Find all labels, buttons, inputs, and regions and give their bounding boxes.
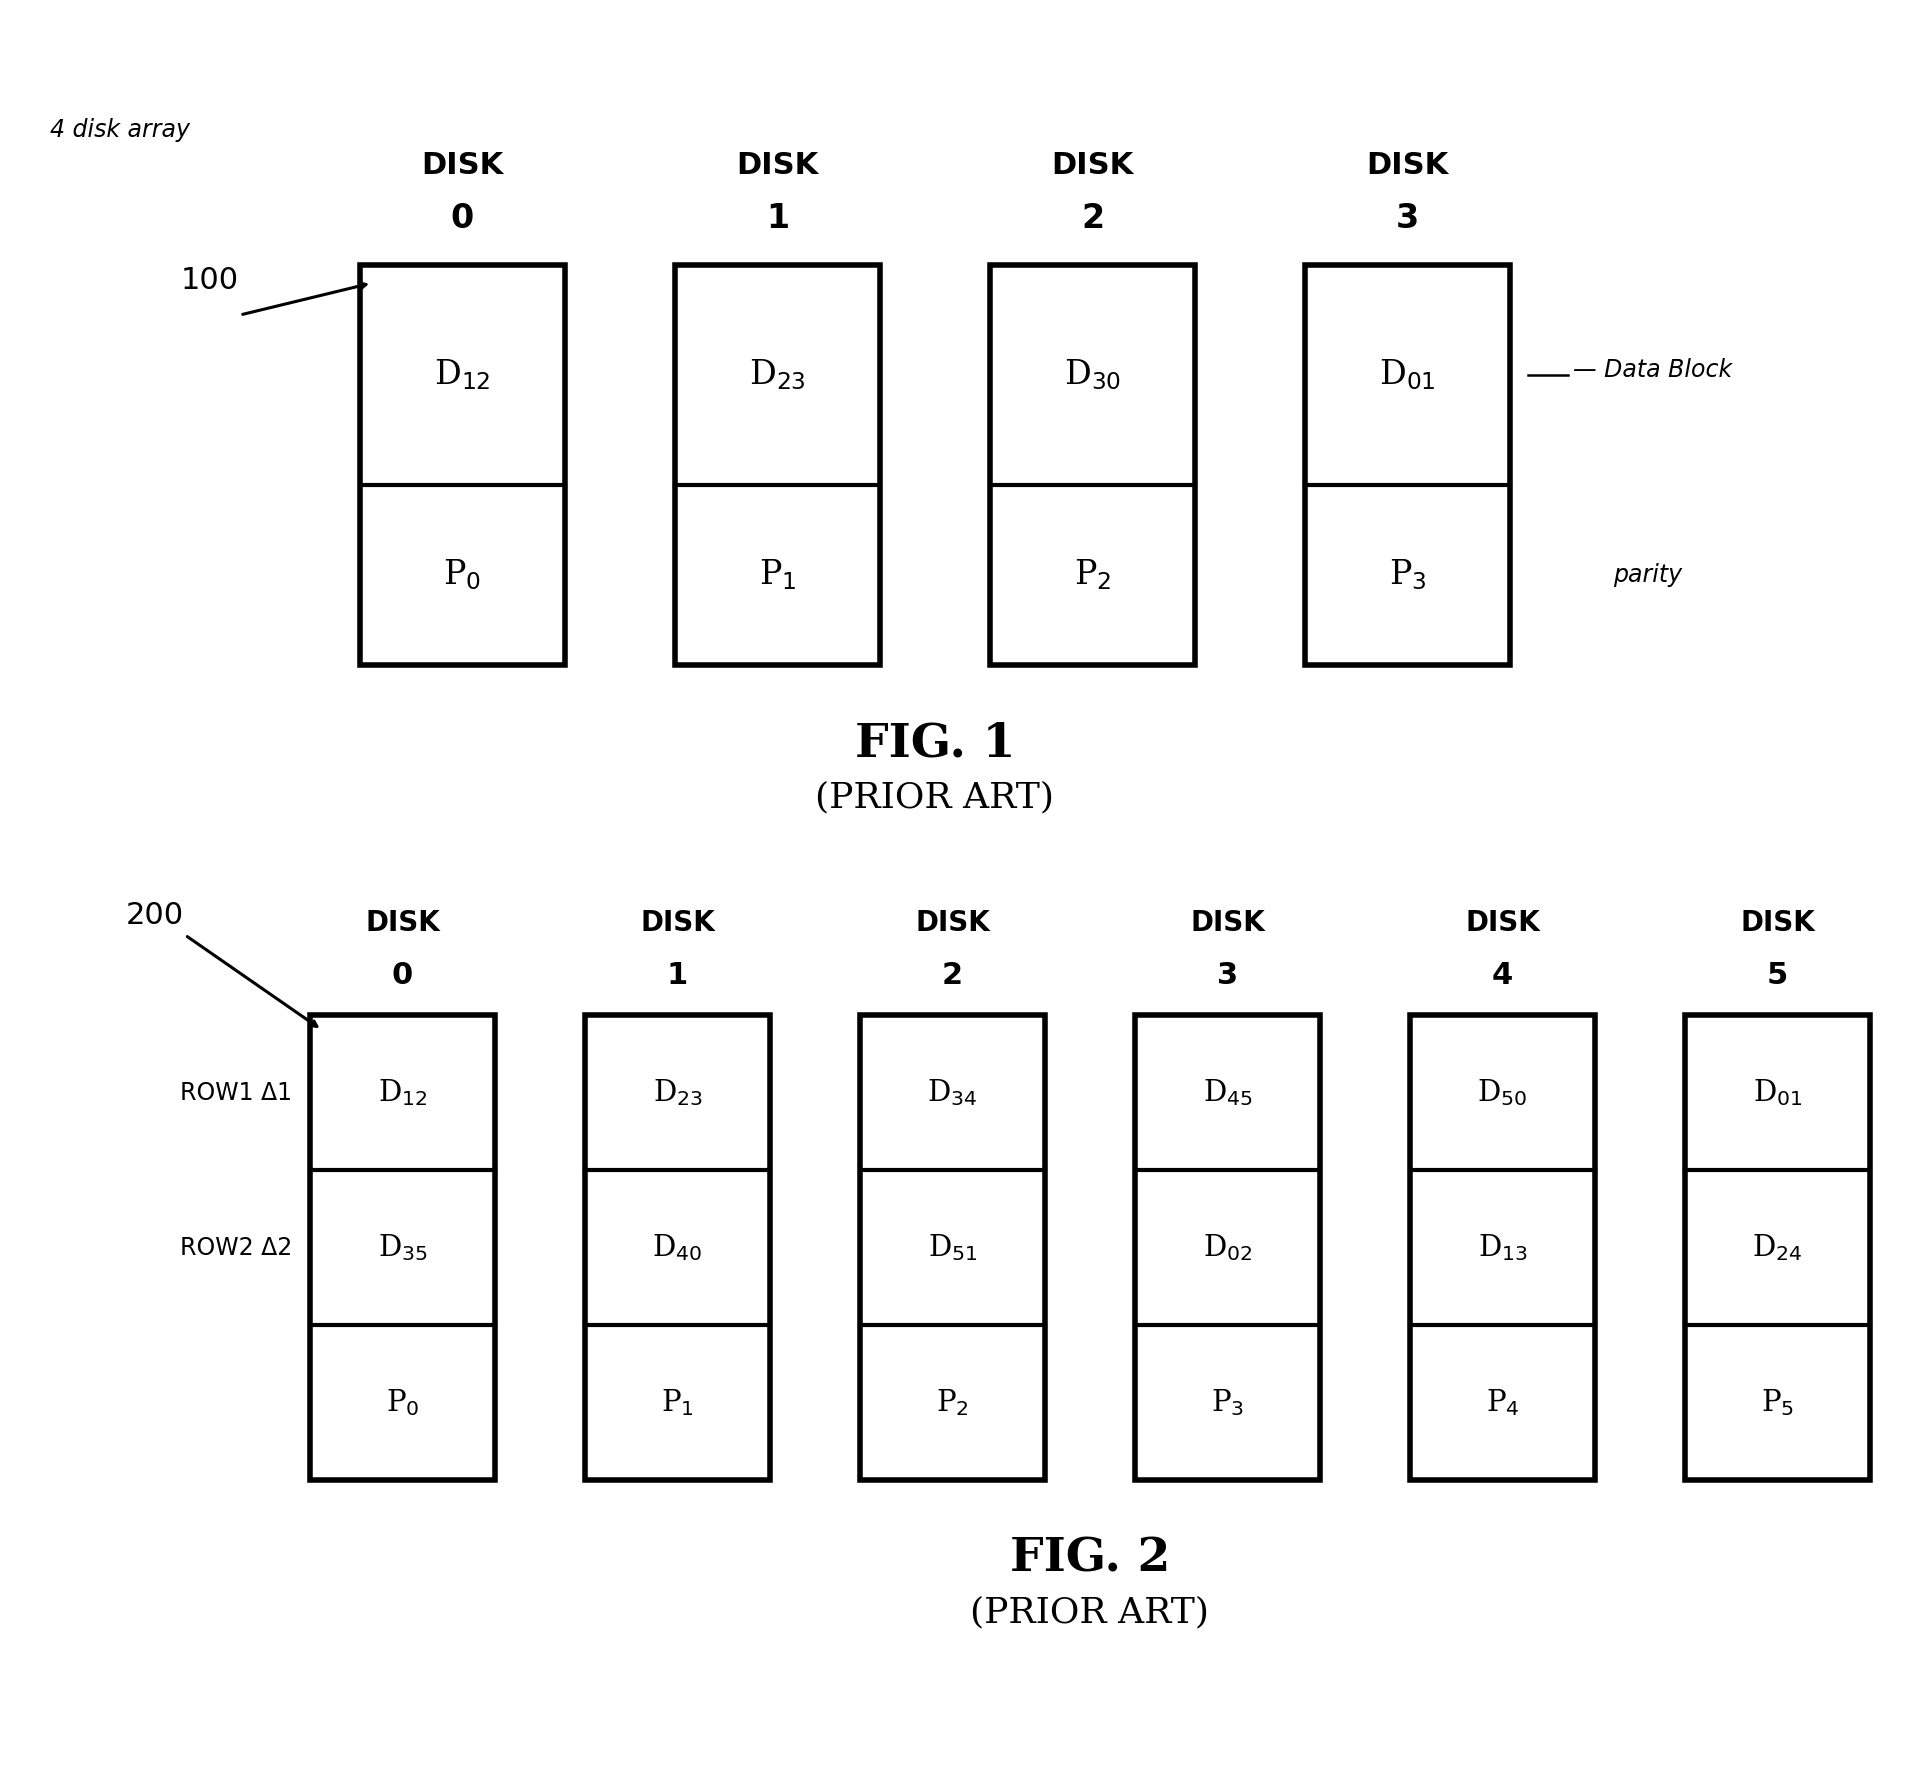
Text: DISK: DISK	[1741, 909, 1814, 937]
Text: D$_{51}$: D$_{51}$	[927, 1232, 978, 1264]
Text: DISK: DISK	[365, 909, 440, 937]
Text: P$_5$: P$_5$	[1760, 1387, 1795, 1417]
Text: D$_{01}$: D$_{01}$	[1379, 357, 1435, 393]
Text: D$_{12}$: D$_{12}$	[435, 357, 491, 393]
Text: (PRIOR ART): (PRIOR ART)	[970, 1596, 1209, 1630]
Text: FIG. 2: FIG. 2	[1010, 1535, 1171, 1582]
Bar	[585, 1016, 771, 1480]
Bar	[1685, 1016, 1870, 1480]
Text: D$_{40}$: D$_{40}$	[653, 1232, 703, 1264]
Text: DISK: DISK	[1051, 152, 1134, 180]
Text: DISK: DISK	[1366, 152, 1449, 180]
Bar	[674, 264, 879, 666]
Text: DISK: DISK	[421, 152, 504, 180]
Text: 5: 5	[1768, 960, 1789, 991]
Text: P$_3$: P$_3$	[1389, 557, 1426, 593]
Text: D$_{35}$: D$_{35}$	[377, 1232, 427, 1264]
Text: D$_{50}$: D$_{50}$	[1478, 1076, 1528, 1108]
Bar	[1304, 264, 1511, 666]
Text: D$_{01}$: D$_{01}$	[1752, 1076, 1803, 1108]
Text: P$_2$: P$_2$	[1074, 557, 1111, 593]
Text: ROW2 Δ2: ROW2 Δ2	[180, 1235, 292, 1260]
Bar	[860, 1016, 1045, 1480]
Text: DISK: DISK	[639, 909, 715, 937]
Text: 2: 2	[943, 960, 962, 991]
Text: D$_{30}$: D$_{30}$	[1065, 357, 1121, 393]
Text: P$_0$: P$_0$	[444, 557, 481, 593]
Text: D$_{02}$: D$_{02}$	[1204, 1232, 1252, 1264]
Text: D$_{34}$: D$_{34}$	[927, 1076, 978, 1108]
Text: DISK: DISK	[736, 152, 819, 180]
Text: 3: 3	[1397, 202, 1420, 236]
Text: P$_1$: P$_1$	[661, 1387, 694, 1417]
Bar	[309, 1016, 495, 1480]
Text: FIG. 1: FIG. 1	[854, 719, 1014, 766]
Text: 4: 4	[1492, 960, 1513, 991]
Text: P$_2$: P$_2$	[937, 1387, 968, 1417]
Text: D$_{45}$: D$_{45}$	[1202, 1076, 1252, 1108]
Text: 2: 2	[1080, 202, 1103, 236]
Text: (PRIOR ART): (PRIOR ART)	[815, 780, 1055, 814]
Text: 200: 200	[126, 900, 184, 930]
Text: 1: 1	[667, 960, 688, 991]
Text: P$_1$: P$_1$	[759, 557, 796, 593]
Bar	[1134, 1016, 1320, 1480]
Text: DISK: DISK	[1464, 909, 1540, 937]
Text: DISK: DISK	[916, 909, 989, 937]
Text: D$_{23}$: D$_{23}$	[750, 357, 806, 393]
Text: 100: 100	[182, 266, 240, 295]
Bar	[359, 264, 564, 666]
Text: 3: 3	[1217, 960, 1238, 991]
Text: 4 disk array: 4 disk array	[50, 118, 189, 143]
Text: DISK: DISK	[1190, 909, 1265, 937]
Text: D$_{12}$: D$_{12}$	[379, 1076, 427, 1108]
Text: 1: 1	[765, 202, 788, 236]
Bar	[1410, 1016, 1596, 1480]
Text: P$_3$: P$_3$	[1211, 1387, 1244, 1417]
Text: D$_{23}$: D$_{23}$	[653, 1076, 703, 1108]
Text: D$_{24}$: D$_{24}$	[1752, 1232, 1803, 1264]
Text: D$_{13}$: D$_{13}$	[1478, 1232, 1528, 1264]
Text: ROW1 Δ1: ROW1 Δ1	[180, 1080, 292, 1105]
Text: parity: parity	[1613, 562, 1683, 587]
Text: P$_4$: P$_4$	[1486, 1387, 1519, 1417]
Bar	[989, 264, 1196, 666]
Text: 0: 0	[392, 960, 413, 991]
Text: — Data Block: — Data Block	[1573, 359, 1733, 382]
Text: 0: 0	[450, 202, 473, 236]
Text: P$_0$: P$_0$	[386, 1387, 419, 1417]
